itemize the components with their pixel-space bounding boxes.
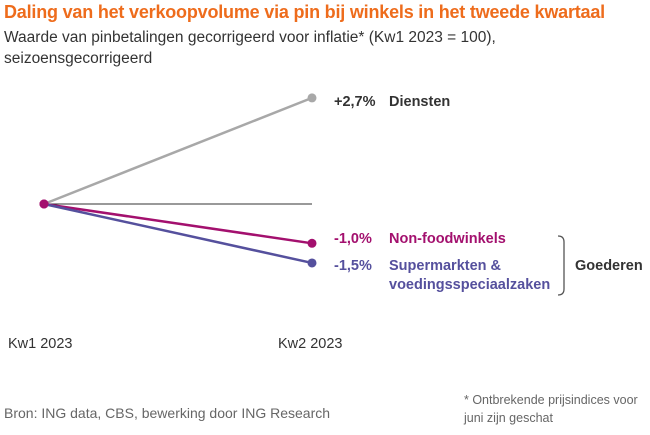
series-name-label-2-0: Supermarkten & xyxy=(389,258,502,274)
chart-subtitle: Waarde van pinbetalingen gecorrigeerd vo… xyxy=(4,29,496,67)
source-note: Bron: ING data, CBS, bewerking door ING … xyxy=(4,405,331,421)
x-tick-label-0: Kw1 2023 xyxy=(8,336,73,352)
group-label: Goederen xyxy=(575,258,643,274)
series-line-1 xyxy=(43,202,313,245)
data-point-1-1 xyxy=(307,238,317,248)
chart-title: Daling van het verkoopvolume via pin bij… xyxy=(4,2,605,22)
group-bracket xyxy=(557,235,565,296)
data-point-2-1 xyxy=(307,258,317,268)
series-line-2 xyxy=(43,202,313,265)
data-point-2-0 xyxy=(39,199,49,209)
data-point-0-1 xyxy=(307,93,317,103)
series-name-label-2-1: voedingsspeciaalzaken xyxy=(389,277,550,293)
footnote: * Ontbrekende prijsindices voor juni zij… xyxy=(464,393,638,425)
series-name-label-1: Non-foodwinkels xyxy=(389,231,506,247)
change-label-2: -1,5% xyxy=(334,258,372,274)
change-label-0: +2,7% xyxy=(334,94,376,110)
series-line-0 xyxy=(43,96,313,206)
x-tick-label-1: Kw2 2023 xyxy=(278,336,343,352)
series-name-label-0: Diensten xyxy=(389,94,450,110)
change-label-1: -1,0% xyxy=(334,231,372,247)
